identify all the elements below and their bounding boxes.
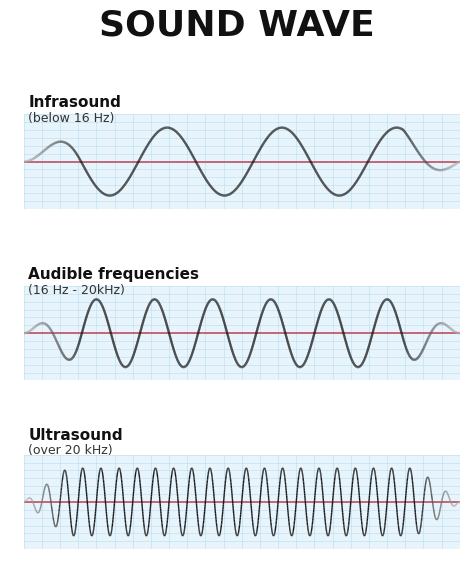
Text: Audible frequencies: Audible frequencies (28, 267, 200, 282)
Text: Infrasound: Infrasound (28, 96, 121, 110)
Text: (16 Hz - 20kHz): (16 Hz - 20kHz) (28, 284, 125, 296)
Text: SOUND WAVE: SOUND WAVE (99, 9, 375, 43)
Text: Ultrasound: Ultrasound (28, 428, 123, 443)
Text: (over 20 kHz): (over 20 kHz) (28, 444, 113, 456)
Text: (below 16 Hz): (below 16 Hz) (28, 112, 115, 125)
